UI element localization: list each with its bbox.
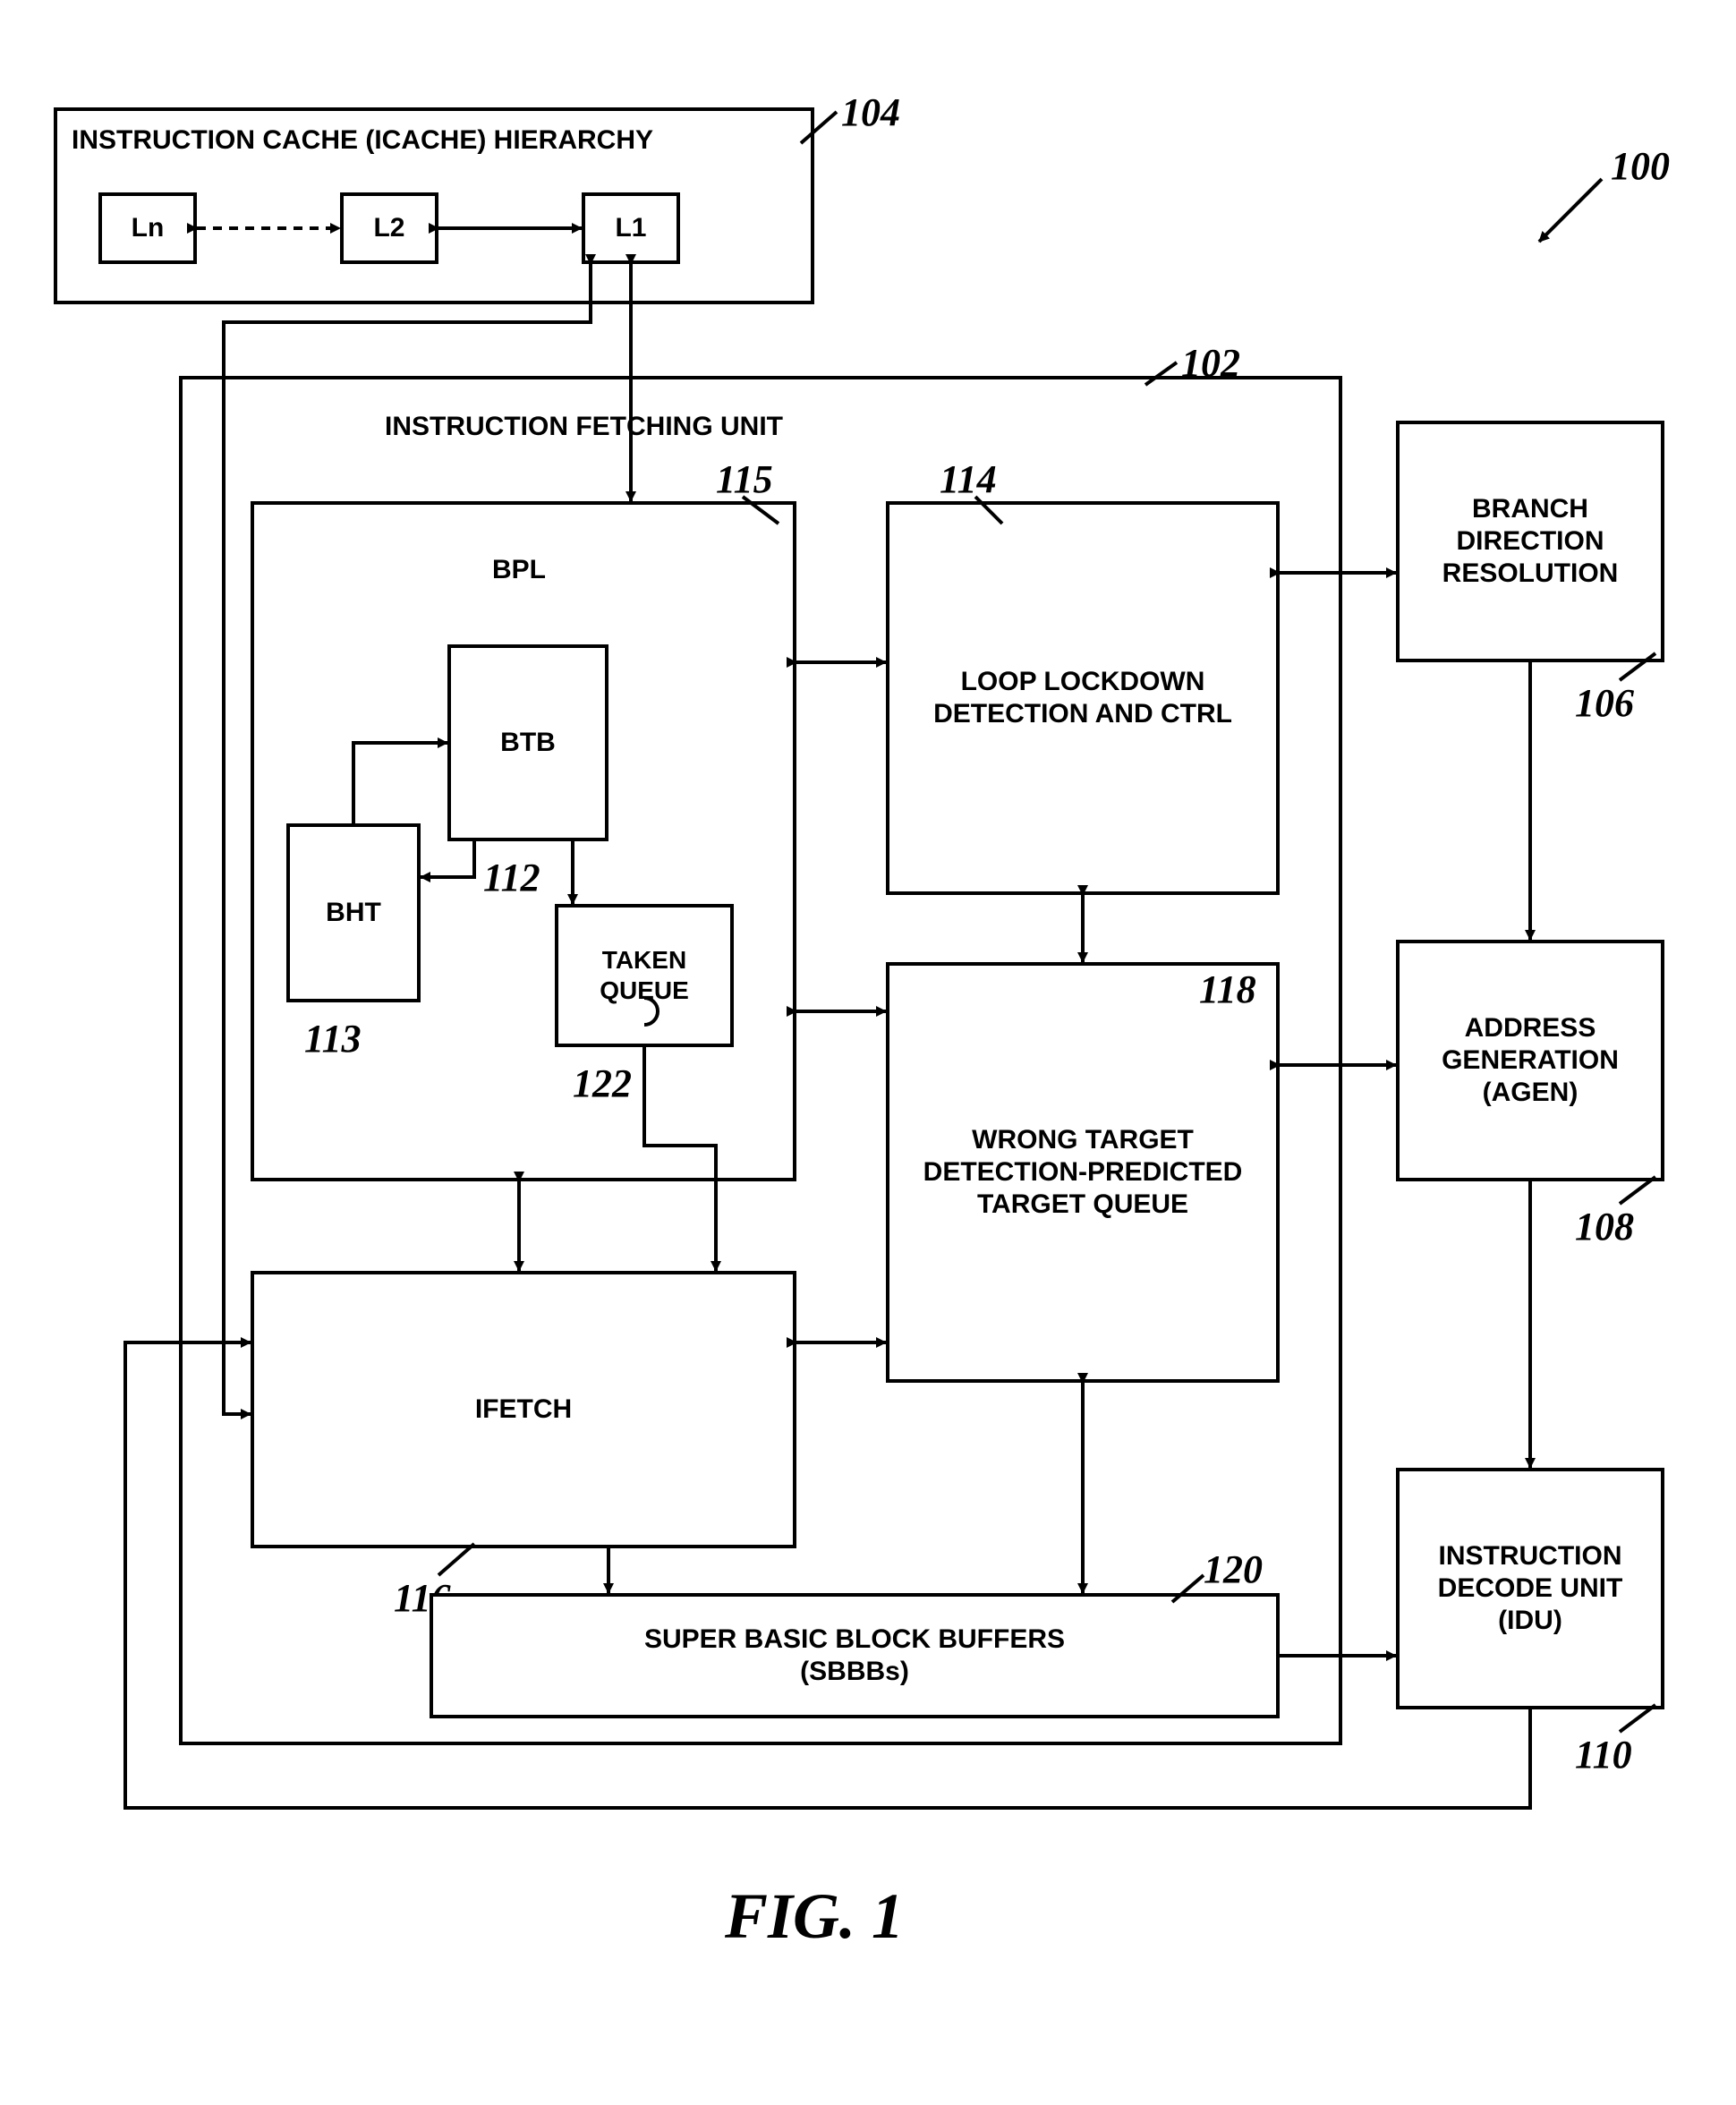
bdr-box: BRANCH DIRECTION RESOLUTION [1396,421,1664,662]
btb-label: BTB [493,720,563,766]
ref-112: 112 [483,855,540,900]
wtq-label: WRONG TARGET DETECTION-PREDICTED TARGET … [916,1117,1250,1228]
sbbb-label: SUPER BASIC BLOCK BUFFERS (SBBBs) [637,1616,1072,1695]
taken-queue-box: TAKEN QUEUE [555,904,734,1047]
bdr-label: BRANCH DIRECTION RESOLUTION [1435,486,1626,597]
ifetch-box: IFETCH [251,1271,796,1548]
ref-120: 120 [1204,1547,1263,1592]
icache-title: INSTRUCTION CACHE (ICACHE) HIERARCHY [72,125,653,156]
cache-ln: Ln [98,192,197,264]
taken-queue-label: TAKEN QUEUE [592,938,696,1012]
btb-box: BTB [447,644,608,841]
ref-108: 108 [1575,1204,1634,1249]
ref-106: 106 [1575,680,1634,726]
ref-118: 118 [1199,967,1256,1012]
ref-115: 115 [716,456,773,502]
wtq-box: WRONG TARGET DETECTION-PREDICTED TARGET … [886,962,1280,1383]
cache-ln-label: Ln [124,205,172,251]
cache-l1: L1 [582,192,680,264]
ifetch-label: IFETCH [468,1386,579,1433]
cache-l2: L2 [340,192,438,264]
bht-label: BHT [319,890,388,936]
agen-label: ADDRESS GENERATION (AGEN) [1434,1005,1626,1116]
ref-102: 102 [1181,340,1240,386]
ref-100: 100 [1611,143,1670,189]
idu-label: INSTRUCTION DECODE UNIT (IDU) [1431,1533,1630,1644]
ref-114: 114 [940,456,997,502]
ref-110: 110 [1575,1732,1632,1777]
loop-lockdown-box: LOOP LOCKDOWN DETECTION AND CTRL [886,501,1280,895]
ref-113: 113 [304,1016,362,1061]
idu-box: INSTRUCTION DECODE UNIT (IDU) [1396,1468,1664,1709]
bpl-title: BPL [492,555,546,585]
sbbb-box: SUPER BASIC BLOCK BUFFERS (SBBBs) [430,1593,1280,1718]
ifu-title: INSTRUCTION FETCHING UNIT [385,412,783,442]
ref-122: 122 [573,1061,632,1106]
agen-box: ADDRESS GENERATION (AGEN) [1396,940,1664,1181]
cache-l2-label: L2 [366,205,412,251]
cache-l1-label: L1 [608,205,653,251]
ref-104: 104 [841,89,900,135]
loop-lockdown-label: LOOP LOCKDOWN DETECTION AND CTRL [926,659,1239,737]
bht-box: BHT [286,823,421,1002]
figure-caption: FIG. 1 [725,1879,904,1954]
